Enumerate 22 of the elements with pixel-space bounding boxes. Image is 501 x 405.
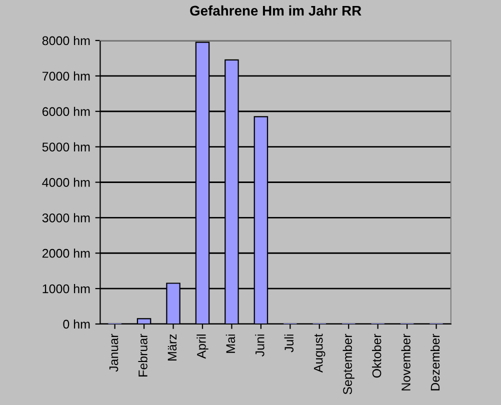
y-tick-label: 1000 hm bbox=[42, 284, 90, 294]
x-tick-label: August bbox=[314, 334, 326, 373]
x-tick-label: Juni bbox=[255, 334, 264, 356]
y-tick-label: 7000 hm bbox=[42, 71, 90, 81]
y-tick-label: 0 hm bbox=[63, 319, 90, 329]
x-tick-label: Januar bbox=[109, 334, 118, 372]
y-tick-label: 2000 hm bbox=[42, 248, 90, 258]
y-tick-label: 8000 hm bbox=[42, 36, 90, 46]
x-tick-label: November bbox=[401, 334, 410, 390]
chart-title: Gefahrene Hm im Jahr RR bbox=[190, 5, 362, 16]
x-tick-label: Februar bbox=[138, 334, 148, 376]
x-tick-label: Juli bbox=[284, 334, 294, 352]
x-tick-label: Dezember bbox=[430, 334, 440, 390]
x-tick-label: Mai bbox=[226, 334, 236, 353]
y-tick-label: 3000 hm bbox=[42, 213, 90, 222]
y-tick-label: 5000 hm bbox=[42, 142, 90, 152]
x-tick-label: Oktober bbox=[372, 334, 382, 378]
x-tick-label: September bbox=[342, 334, 354, 394]
y-tick-label: 4000 hm bbox=[42, 178, 90, 187]
x-tick-label: März bbox=[168, 334, 177, 360]
x-tick-label: April bbox=[196, 334, 208, 359]
y-tick-label: 6000 hm bbox=[42, 106, 90, 116]
